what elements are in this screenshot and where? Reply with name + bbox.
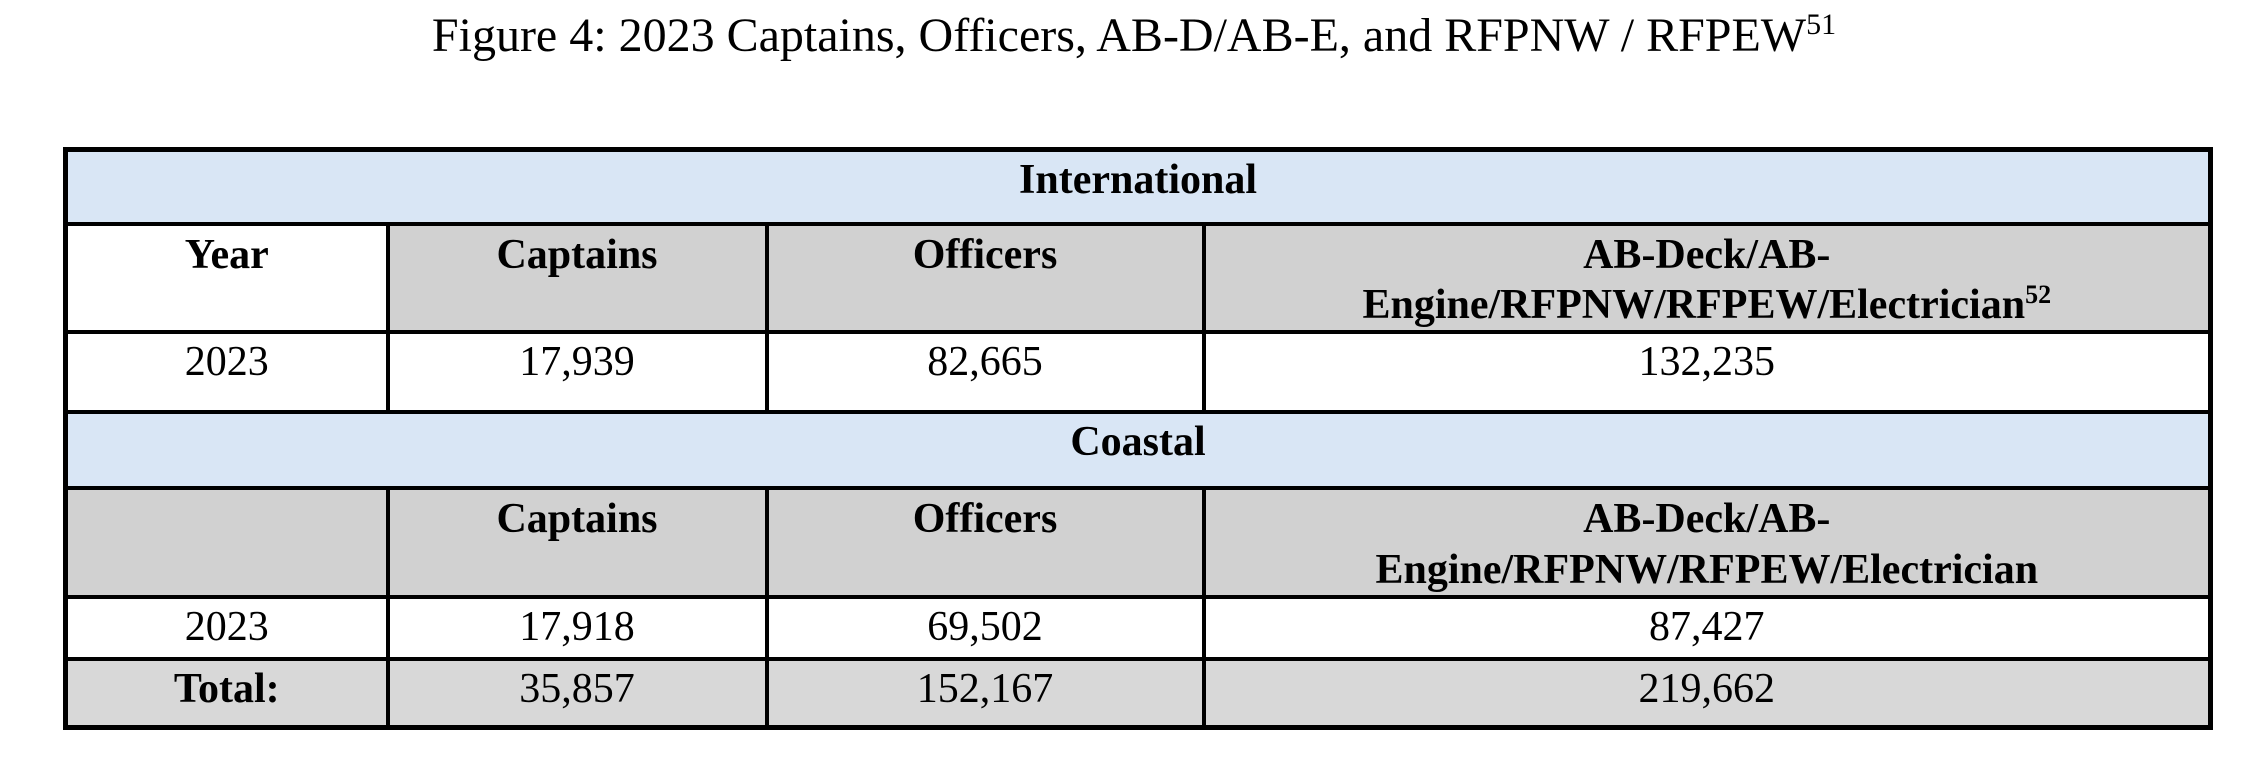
ab-group-header-line2-text: Engine/RFPNW/RFPEW/Electrician <box>1362 281 2026 328</box>
ab-group-column-header-coastal: AB-Deck/AB- Engine/RFPNW/RFPEW/Electrici… <box>1201 486 2213 600</box>
ab-group-header-line1: AB-Deck/AB- <box>1583 231 1831 278</box>
coastal-year-cell: 2023 <box>63 595 390 662</box>
coastal-data-row: 2023 17,918 69,502 87,427 <box>63 595 2213 662</box>
officers-column-header-international: Officers <box>764 221 1206 335</box>
section-header-international: International <box>63 147 2213 226</box>
section-header-coastal: Coastal <box>63 410 2213 491</box>
coastal-ab-group-value: 87,427 <box>1201 595 2213 662</box>
ab-group-header-footnote-ref: 52 <box>2025 279 2052 309</box>
coastal-header-row: Captains Officers AB-Deck/AB- Engine/RFP… <box>63 486 2213 600</box>
figure4-table: International Year Captains Officers AB-… <box>63 147 2214 730</box>
officers-column-header-coastal: Officers <box>764 486 1206 600</box>
section-row-international: International <box>63 147 2213 226</box>
international-officers-value: 82,665 <box>764 330 1206 415</box>
total-row: Total: 35,857 152,167 219,662 <box>63 657 2213 730</box>
total-officers-value: 152,167 <box>764 657 1206 730</box>
section-row-coastal: Coastal <box>63 410 2213 491</box>
total-ab-group-value: 219,662 <box>1201 657 2213 730</box>
year-column-header: Year <box>63 221 390 335</box>
total-captains-value: 35,857 <box>385 657 769 730</box>
international-year-cell: 2023 <box>63 330 390 415</box>
coastal-officers-value: 69,502 <box>764 595 1206 662</box>
international-ab-group-value: 132,235 <box>1201 330 2213 415</box>
coastal-header-empty-cell <box>63 486 390 600</box>
ab-group-header-coastal-line1: AB-Deck/AB- <box>1583 496 1831 543</box>
captains-column-header-coastal: Captains <box>385 486 769 600</box>
ab-group-header-coastal-line2: Engine/RFPNW/RFPEW/Electrician <box>1375 546 2039 593</box>
international-captains-value: 17,939 <box>385 330 769 415</box>
figure-title-text: Figure 4: 2023 Captains, Officers, AB-D/… <box>431 9 1807 62</box>
captains-column-header-international: Captains <box>385 221 769 335</box>
figure-title-footnote-ref: 51 <box>1806 8 1837 41</box>
international-header-row: Year Captains Officers AB-Deck/AB- Engin… <box>63 221 2213 335</box>
total-label: Total: <box>63 657 390 730</box>
ab-group-header-line2: Engine/RFPNW/RFPEW/Electrician52 <box>1212 279 2203 328</box>
coastal-captains-value: 17,918 <box>385 595 769 662</box>
ab-group-column-header-international: AB-Deck/AB- Engine/RFPNW/RFPEW/Electrici… <box>1201 221 2213 335</box>
international-data-row: 2023 17,939 82,665 132,235 <box>63 330 2213 415</box>
figure-title: Figure 4: 2023 Captains, Officers, AB-D/… <box>0 8 2268 63</box>
